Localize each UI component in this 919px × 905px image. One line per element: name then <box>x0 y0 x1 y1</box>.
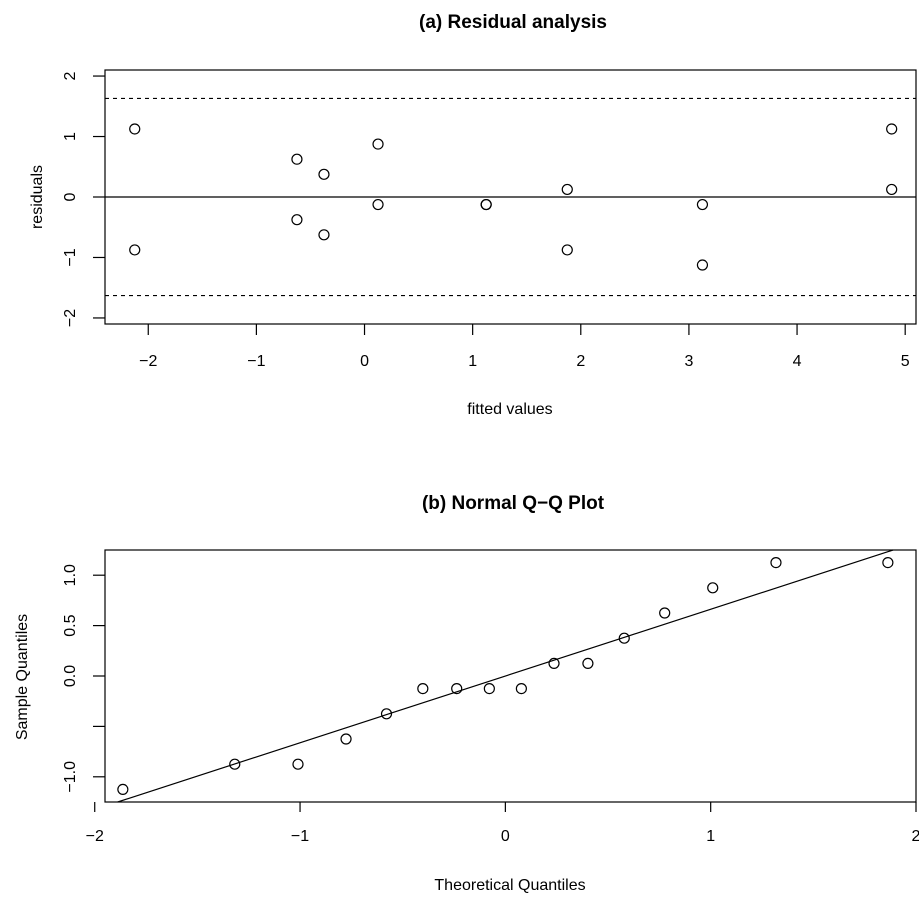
qq-plot-y-label: Sample Quantiles <box>14 614 31 740</box>
data-point <box>480 198 492 211</box>
y-tick-label: −2 <box>62 309 79 327</box>
x-tick-label: 0 <box>501 828 510 845</box>
qq-plot-points <box>117 556 894 796</box>
qq-plot-x-axis: −2 −1 0 1 2 <box>86 802 919 845</box>
data-point <box>340 733 352 745</box>
y-tick-label: 0 <box>62 192 79 201</box>
data-point <box>291 153 303 165</box>
data-point <box>229 758 241 770</box>
data-point <box>696 198 709 211</box>
data-point <box>886 183 898 196</box>
x-tick-label: −2 <box>139 353 157 370</box>
residual-plot-points <box>129 123 898 271</box>
data-point <box>548 657 560 670</box>
x-tick-label: 2 <box>912 828 919 845</box>
x-tick-label: 1 <box>706 828 715 845</box>
residual-plot-y-label: residuals <box>29 165 46 229</box>
x-tick-label: 5 <box>901 353 910 370</box>
data-point <box>707 582 719 594</box>
data-point <box>582 657 594 670</box>
x-tick-label: −2 <box>86 828 104 845</box>
x-tick-label: 0 <box>360 353 369 370</box>
data-point <box>561 244 573 256</box>
x-tick-label: 1 <box>468 353 477 370</box>
qq-plot-panel: (b) Normal Q−Q Plot −2 −1 0 1 2 −1.0 0.0 0.5 1.… <box>14 493 919 894</box>
data-point <box>770 556 782 569</box>
y-tick-label: 1 <box>62 132 79 141</box>
y-tick-label: −1 <box>62 248 79 266</box>
residual-plot-title: (a) Residual analysis <box>419 12 607 33</box>
qq-plot-reference-line <box>117 549 894 803</box>
residual-plot-x-label: fitted values <box>467 401 552 418</box>
x-tick-label: −1 <box>247 353 265 370</box>
qq-plot-title: (b) Normal Q−Q Plot <box>422 493 605 514</box>
x-tick-label: 4 <box>793 353 802 370</box>
data-point <box>659 607 671 619</box>
qq-plot-x-label: Theoretical Quantiles <box>434 877 585 894</box>
data-point <box>291 214 303 226</box>
data-point <box>129 123 141 135</box>
qq-line <box>117 549 894 803</box>
data-point <box>372 198 384 211</box>
data-point <box>882 556 894 569</box>
data-point <box>380 708 393 720</box>
data-point <box>515 682 527 695</box>
data-point <box>129 244 141 256</box>
y-tick-label: −1.0 <box>62 761 79 793</box>
qq-plot-frame <box>104 549 917 803</box>
data-point <box>451 682 463 695</box>
data-point <box>292 758 304 770</box>
y-tick-label: 2 <box>62 72 79 81</box>
data-point <box>561 183 573 196</box>
data-point <box>618 632 630 644</box>
residual-plot-panel: (a) Residual analysis −2 −1 0 1 2 3 4 5 −2 −1 0 1 2… <box>29 12 917 418</box>
data-point <box>318 168 330 180</box>
residual-plot-bounds <box>105 97 916 297</box>
x-tick-label: 2 <box>576 353 585 370</box>
data-point <box>886 123 898 135</box>
x-tick-label: −1 <box>291 828 309 845</box>
data-point <box>117 783 129 796</box>
data-point <box>483 682 495 695</box>
data-point <box>372 138 384 150</box>
y-tick-label: 0.0 <box>62 665 79 687</box>
data-point <box>318 229 330 241</box>
residual-plot-y-axis: −2 −1 0 1 2 <box>62 72 105 327</box>
data-point <box>417 682 429 695</box>
residual-plot-x-axis: −2 −1 0 1 2 3 4 5 <box>139 324 910 370</box>
y-tick-label: 0.5 <box>62 614 79 636</box>
x-tick-label: 3 <box>684 353 693 370</box>
qq-plot-y-axis: −1.0 0.0 0.5 1.0 <box>62 564 105 793</box>
data-point <box>696 259 709 271</box>
y-tick-label: 1.0 <box>62 564 79 586</box>
